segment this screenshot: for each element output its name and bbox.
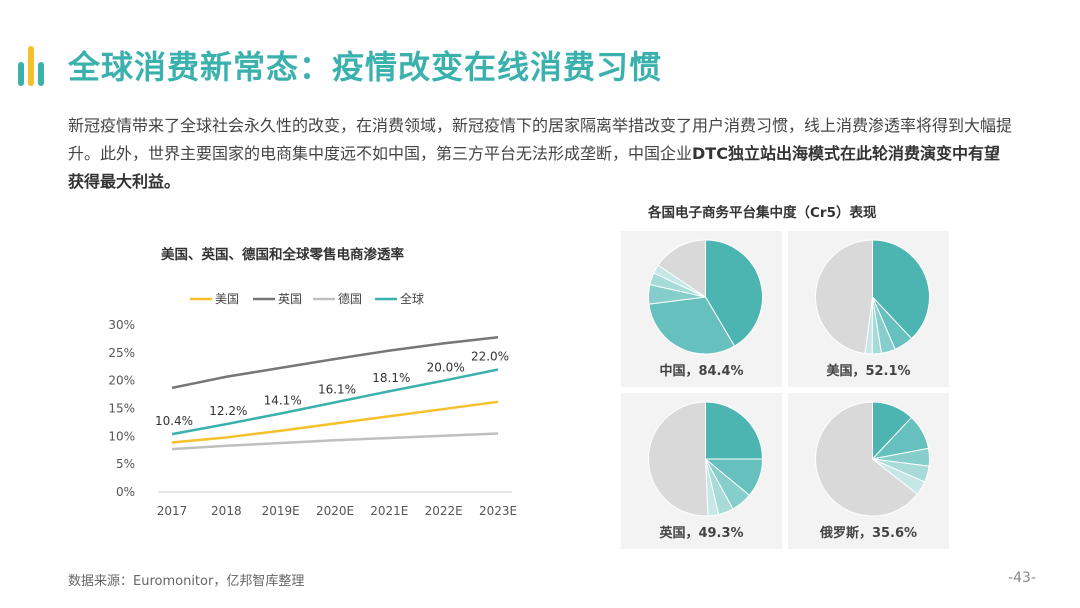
data-label: 10.4%	[155, 414, 193, 428]
pie-chart	[648, 401, 764, 517]
series-line-3	[171, 368, 499, 436]
intro-paragraph: 新冠疫情带来了全球社会永久性的改变，在消费领域，新冠疫情下的居家隔离举措改变了用…	[68, 112, 1013, 196]
x-tick-label: 2021E	[370, 504, 408, 518]
pie-slice-other	[648, 401, 709, 517]
intro-text: 新冠疫情带来了全球社会永久性的改变，在消费领域，新冠疫情下的居家隔离举措改变了用…	[68, 116, 1013, 163]
legend-item-0: 美国	[190, 292, 239, 306]
pie-slice-other	[815, 239, 873, 355]
pie-slice	[705, 239, 763, 347]
y-tick-label: 5%	[116, 457, 135, 471]
pie-slice	[648, 296, 736, 355]
data-label: 22.0%	[471, 350, 509, 364]
data-label: 14.1%	[264, 394, 302, 408]
pie-chart	[648, 239, 763, 355]
y-tick-label: 10%	[108, 429, 135, 443]
brand-logo-icon	[18, 44, 48, 86]
data-label: 16.1%	[318, 382, 356, 396]
svg-text:全球: 全球	[400, 291, 424, 306]
legend-item-2: 德国	[313, 291, 362, 306]
legend-item-1: 英国	[253, 292, 302, 306]
line-chart: 美国 英国 德国 全球 0% 5% 10% 15% 20% 25% 30% 2017 2018 2019E…	[108, 291, 517, 518]
data-label: 12.2%	[209, 404, 247, 418]
pie-slice-other	[815, 401, 919, 517]
series-line-0	[171, 400, 499, 444]
pie-panel: 美国，52.1%	[788, 231, 949, 387]
data-source: 数据来源：Euromonitor，亿邦智库整理	[68, 574, 305, 589]
pie-panel: 中国，84.4%	[621, 231, 782, 387]
svg-text:德国: 德国	[338, 291, 362, 306]
y-tick-label: 20%	[108, 374, 135, 388]
page-number: -43-	[1008, 570, 1036, 586]
pie-label: 英国，49.3%	[659, 526, 744, 541]
pie-slice-other	[657, 239, 706, 298]
y-tick-label: 0%	[116, 485, 135, 499]
pie-chart-area: 中国，84.4% 美国，52.1% 英国，49.3% 俄罗斯，35.6%	[621, 231, 949, 549]
x-tick-label: 2020E	[316, 504, 354, 518]
y-tick-label: 30%	[108, 318, 135, 332]
data-label: 20.0%	[427, 361, 465, 375]
svg-text:英国: 英国	[278, 292, 302, 306]
line-chart-title: 美国、英国、德国和全球零售电商渗透率	[161, 247, 404, 263]
series-line-1	[171, 336, 499, 390]
x-tick-label: 2017	[157, 504, 188, 518]
x-tick-label: 2022E	[425, 504, 463, 518]
pie-panel: 英国，49.3%	[621, 393, 782, 549]
pie-chart-title: 各国电子商务平台集中度（Cr5）表现	[648, 205, 877, 221]
pie-slice	[872, 239, 930, 340]
pie-panel: 俄罗斯，35.6%	[788, 393, 949, 549]
x-tick-label: 2019E	[262, 504, 300, 518]
x-tick-label: 2018	[211, 504, 242, 518]
pie-label: 中国，84.4%	[659, 364, 744, 379]
pie-slice	[705, 401, 764, 460]
svg-text:美国: 美国	[215, 292, 239, 306]
y-tick-label: 15%	[108, 402, 135, 416]
y-tick-label: 25%	[108, 346, 135, 360]
pie-chart	[815, 401, 930, 517]
pie-chart	[815, 239, 930, 355]
x-tick-label: 2023E	[479, 504, 517, 518]
intro-highlight: DTC独立站出海模式在此轮消费演变中有望获得最大利益。	[68, 144, 1000, 191]
series-line-2	[171, 432, 499, 451]
data-label: 18.1%	[372, 371, 410, 385]
page-title: 全球消费新常态：疫情改变在线消费习惯	[68, 48, 663, 86]
pie-label: 美国，52.1%	[826, 364, 911, 379]
legend-item-3: 全球	[375, 291, 424, 306]
pie-label: 俄罗斯，35.6%	[819, 526, 918, 541]
